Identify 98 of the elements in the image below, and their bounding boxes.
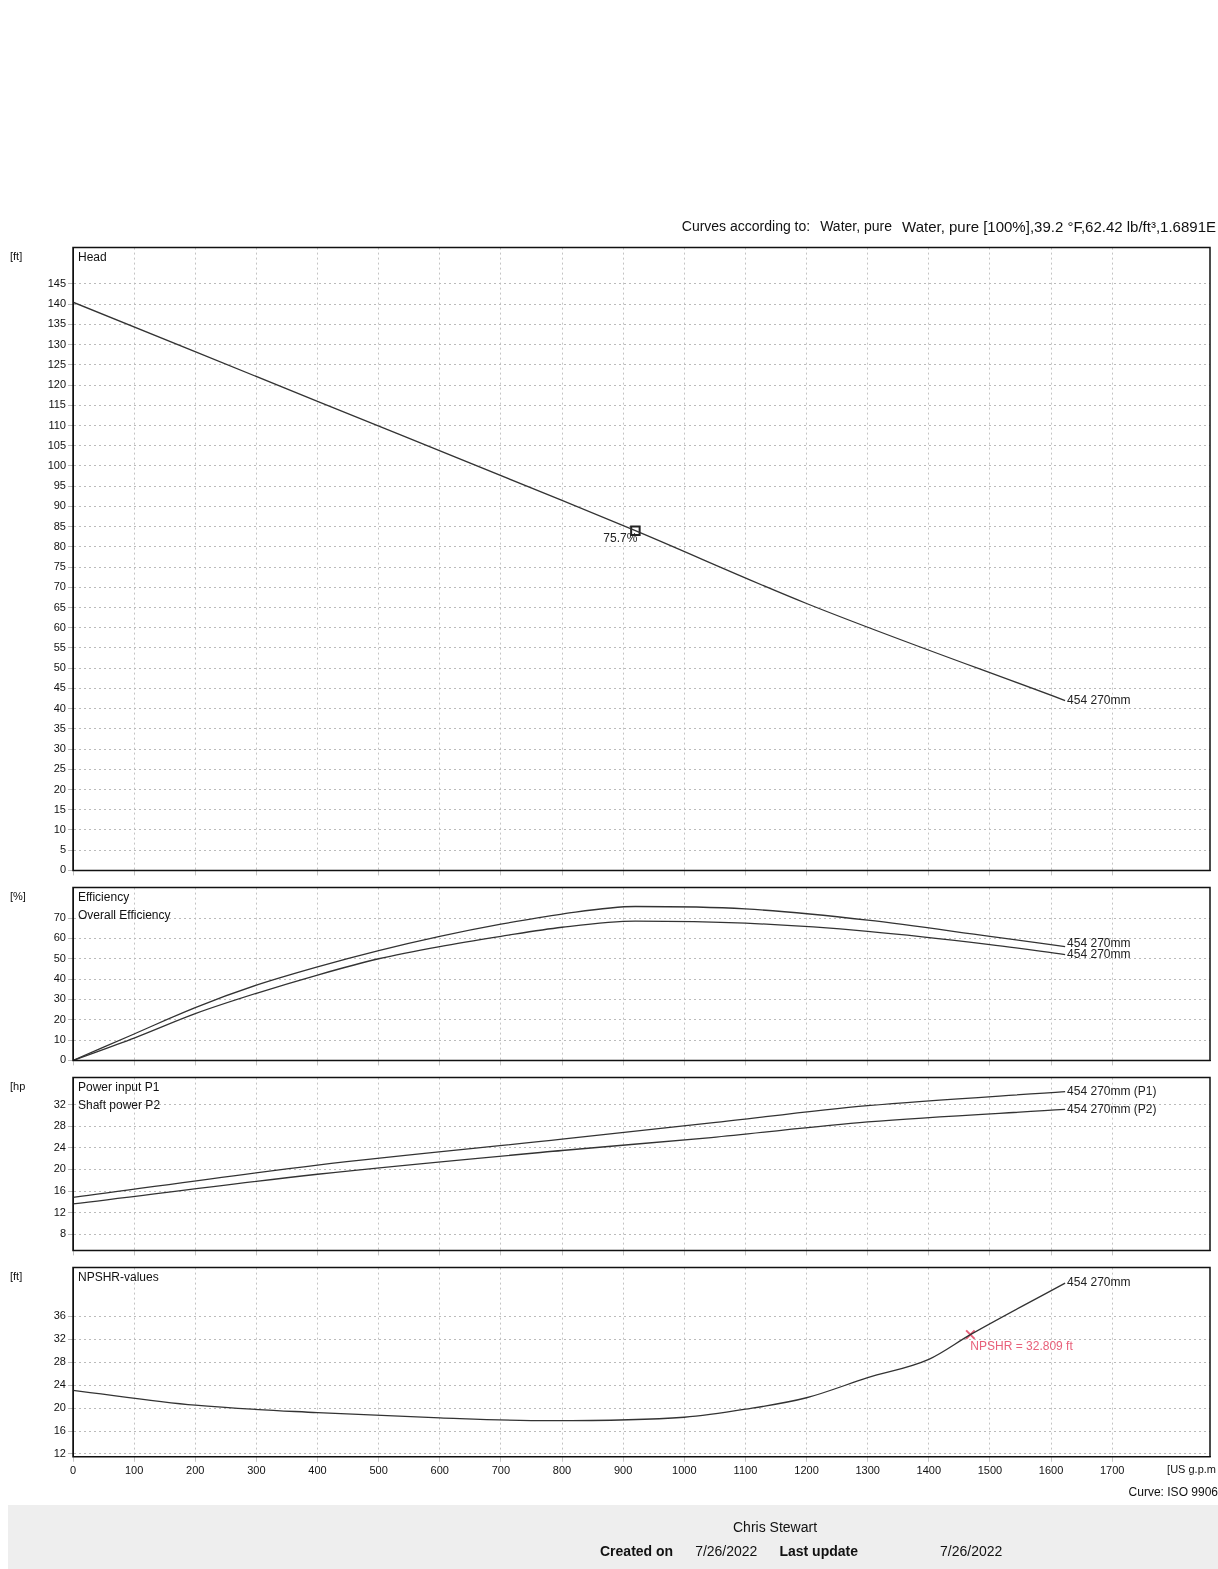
y-tick-label: 12 bbox=[53, 1205, 66, 1218]
y-tick-label: 115 bbox=[48, 398, 66, 411]
x-tick-label: 1700 bbox=[1099, 1464, 1125, 1477]
text: 7/26/2022 bbox=[940, 1543, 1003, 1559]
y-tick-label: 28 bbox=[53, 1119, 66, 1132]
y-tick-label: 24 bbox=[53, 1140, 66, 1153]
y-tick-label: 120 bbox=[47, 378, 66, 391]
text: Curves according to: bbox=[681, 218, 811, 234]
text: Chris Stewart bbox=[733, 1519, 819, 1535]
text: Overall Efficiency bbox=[78, 907, 171, 922]
text: Created on bbox=[600, 1543, 674, 1559]
y-tick-label: 30 bbox=[53, 992, 66, 1005]
text: Water, pure [100%],39.2 °F,62.42 lb/ft³,1.6891E bbox=[902, 217, 1216, 235]
text: Shaft power P2 bbox=[78, 1097, 161, 1112]
x-tick-label: 1600 bbox=[1038, 1464, 1064, 1477]
y-tick-label: 36 bbox=[53, 1309, 66, 1322]
y-tick-label: 8 bbox=[59, 1227, 66, 1240]
y-tick-label: 20 bbox=[53, 1401, 66, 1414]
series-label: 454 270mm (P1) bbox=[1067, 1083, 1157, 1098]
text: 7/26/2022 bbox=[695, 1543, 758, 1559]
y-tick-label: 15 bbox=[53, 802, 66, 815]
x-tick-label: 1200 bbox=[794, 1464, 819, 1477]
y-tick-label: 28 bbox=[53, 1355, 66, 1368]
y-tick-label: 35 bbox=[53, 721, 66, 734]
y-axis-title: [ft] bbox=[10, 1270, 23, 1283]
y-tick-label: 45 bbox=[53, 681, 66, 694]
y-tick-label: 75 bbox=[53, 560, 66, 573]
x-tick-label: 100 bbox=[124, 1464, 144, 1477]
y-tick-label: 20 bbox=[53, 1012, 66, 1025]
y-axis-title: [%] bbox=[10, 890, 26, 903]
y-axis-title: [hp bbox=[10, 1080, 26, 1093]
chart-title: Power input P1 bbox=[78, 1079, 160, 1094]
y-tick-label: 95 bbox=[53, 479, 66, 492]
y-tick-label: 80 bbox=[53, 539, 66, 552]
series-label: 454 270mm bbox=[1067, 692, 1131, 707]
y-tick-label: 40 bbox=[53, 701, 66, 714]
y-tick-label: 32 bbox=[53, 1097, 66, 1110]
y-tick-label: 0 bbox=[59, 1053, 66, 1066]
x-tick-label: 500 bbox=[369, 1464, 388, 1477]
y-tick-label: 20 bbox=[53, 782, 66, 795]
x-tick-label: 800 bbox=[552, 1464, 572, 1477]
text: Water, pure bbox=[820, 218, 893, 234]
text: Curve: ISO 9906 bbox=[1127, 1485, 1218, 1499]
x-tick-label: 300 bbox=[247, 1464, 266, 1477]
y-tick-label: 10 bbox=[53, 822, 66, 835]
y-tick-label: 135 bbox=[47, 317, 66, 330]
series-label: 454 270mm (P2) bbox=[1067, 1101, 1157, 1116]
annotation: NPSHR = 32.809 ft bbox=[970, 1338, 1074, 1353]
x-tick-label: 200 bbox=[186, 1464, 205, 1477]
y-tick-label: 50 bbox=[53, 951, 66, 964]
y-tick-label: 12 bbox=[53, 1446, 66, 1459]
y-tick-label: 40 bbox=[53, 972, 66, 985]
x-tick-label: 700 bbox=[491, 1464, 511, 1477]
y-tick-label: 140 bbox=[47, 297, 66, 310]
y-tick-label: 105 bbox=[47, 438, 66, 451]
y-tick-label: 60 bbox=[53, 931, 66, 944]
y-tick-label: 50 bbox=[53, 661, 66, 674]
x-tick-label: 1300 bbox=[855, 1464, 880, 1477]
y-tick-label: 0 bbox=[59, 863, 66, 876]
y-tick-label: 24 bbox=[53, 1378, 66, 1391]
x-tick-label: 1000 bbox=[672, 1464, 697, 1477]
y-tick-label: 5 bbox=[59, 843, 66, 856]
y-tick-label: 20 bbox=[53, 1162, 66, 1175]
y-tick-label: 70 bbox=[53, 911, 66, 924]
x-tick-label: 1500 bbox=[977, 1464, 1003, 1477]
y-tick-label: 145 bbox=[47, 277, 66, 290]
y-tick-label: 90 bbox=[53, 499, 66, 512]
y-tick-label: 85 bbox=[53, 519, 66, 532]
line-series bbox=[73, 1282, 1066, 1422]
y-axis-title: [ft] bbox=[10, 250, 23, 263]
y-tick-label: 65 bbox=[53, 600, 66, 613]
y-tick-label: 25 bbox=[53, 762, 66, 775]
y-tick-label: 110 bbox=[48, 418, 66, 431]
y-tick-label: 60 bbox=[53, 620, 66, 633]
y-tick-label: 70 bbox=[53, 580, 66, 593]
x-tick-label: 900 bbox=[613, 1464, 633, 1477]
y-tick-label: 130 bbox=[47, 337, 66, 350]
y-tick-label: 32 bbox=[53, 1332, 66, 1345]
x-tick-label: 0 bbox=[69, 1464, 77, 1477]
chart-title: NPSHR-values bbox=[78, 1269, 159, 1284]
chart-title: Head bbox=[78, 249, 107, 264]
x-tick-label: 400 bbox=[308, 1464, 327, 1477]
x-tick-label: 600 bbox=[430, 1464, 449, 1477]
y-tick-label: 10 bbox=[53, 1033, 66, 1046]
x-tick-label: 1100 bbox=[733, 1464, 758, 1477]
x-axis-title: [US g.p.m bbox=[1167, 1463, 1216, 1476]
y-tick-label: 16 bbox=[53, 1184, 66, 1197]
y-tick-label: 55 bbox=[53, 641, 66, 653]
y-tick-label: 30 bbox=[53, 742, 66, 755]
annotation: 75.7% bbox=[603, 531, 638, 545]
y-tick-label: 100 bbox=[47, 459, 66, 472]
x-tick-label: 1400 bbox=[916, 1464, 942, 1477]
y-tick-label: 125 bbox=[47, 357, 66, 370]
y-tick-label: 16 bbox=[53, 1424, 66, 1437]
line-series bbox=[73, 301, 1066, 702]
series-label: 454 270mm bbox=[1067, 1275, 1131, 1290]
chart-title: Efficiency bbox=[78, 889, 130, 904]
text: Last update bbox=[779, 1543, 858, 1559]
